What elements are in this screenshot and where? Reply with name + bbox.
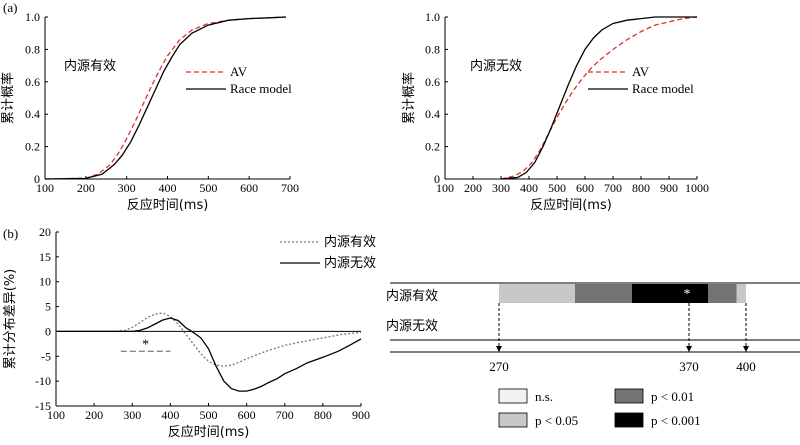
legend-label-0: AV bbox=[632, 64, 650, 79]
x-tick-label: 100 bbox=[36, 181, 54, 195]
y-tick-label: 15 bbox=[39, 250, 51, 264]
series-line-0 bbox=[500, 16, 698, 180]
panel-label-b: (b) bbox=[3, 226, 18, 241]
legend-label-3: p < 0.001 bbox=[651, 413, 701, 428]
marker-label-2: 400 bbox=[736, 359, 756, 374]
y-axis-title: 累计分布差异(%) bbox=[3, 269, 18, 370]
legend-label-0: AV bbox=[230, 64, 248, 79]
legend-label-1: Race model bbox=[230, 81, 292, 96]
x-tick-label: 300 bbox=[492, 181, 510, 195]
x-tick-label: 400 bbox=[161, 408, 179, 422]
series-line-1 bbox=[56, 317, 362, 392]
y-tick-label: -5 bbox=[41, 349, 51, 363]
marker-label-0: 270 bbox=[489, 359, 509, 374]
x-tick-label: 200 bbox=[464, 181, 482, 195]
y-tick-label: 1.0 bbox=[425, 10, 440, 24]
legend-label-2: p < 0.05 bbox=[535, 413, 578, 428]
x-tick-label: 900 bbox=[660, 181, 678, 195]
legend-label-0: 内源有效 bbox=[324, 234, 376, 250]
chart-c-distribution-difference: 100 200 300 400 500 600 700 800 900 -15 -10 -5 0 5 10 1… bbox=[3, 225, 376, 440]
y-tick-label: 0.4 bbox=[25, 107, 40, 121]
significance-segment-1 bbox=[575, 284, 632, 303]
legend-box-0 bbox=[498, 388, 528, 404]
series-line-0 bbox=[56, 312, 362, 367]
y-tick-label: 0 bbox=[434, 172, 440, 186]
marker-arrow-1 bbox=[686, 346, 692, 352]
x-tick-label: 600 bbox=[240, 181, 258, 195]
x-tick-label: 100 bbox=[436, 181, 454, 195]
y-axis-title: 累计概率 bbox=[401, 72, 417, 124]
x-tick-label: 200 bbox=[77, 181, 95, 195]
legend-box-2 bbox=[498, 412, 528, 428]
legend-box-1 bbox=[614, 388, 644, 404]
x-tick-label: 700 bbox=[276, 408, 294, 422]
x-tick-label: 900 bbox=[352, 408, 370, 422]
x-tick-label: 600 bbox=[576, 181, 594, 195]
x-tick-label: 200 bbox=[85, 408, 103, 422]
y-tick-label: 0.2 bbox=[425, 140, 440, 154]
x-tick-label: 400 bbox=[520, 181, 538, 195]
marker-label-1: 370 bbox=[679, 359, 699, 374]
chart-title: 内源无效 bbox=[470, 58, 522, 74]
legend-label-1: Race model bbox=[632, 81, 694, 96]
series-line-0 bbox=[44, 16, 286, 180]
y-tick-label: 0.8 bbox=[25, 42, 40, 56]
x-tick-label: 300 bbox=[118, 181, 136, 195]
y-tick-label: 0.6 bbox=[25, 75, 40, 89]
x-tick-label: 700 bbox=[604, 181, 622, 195]
series-line-1 bbox=[500, 16, 697, 180]
chart-b-intrinsic-invalid: 100 200 300 400 500 600 700 800 900 1000 0 0.2 0.4 0.… bbox=[401, 10, 709, 213]
significance-star: * bbox=[142, 337, 149, 352]
x-tick-label: 700 bbox=[281, 181, 299, 195]
y-tick-label: 0.2 bbox=[25, 140, 40, 154]
x-tick-label: 400 bbox=[159, 181, 177, 195]
x-axis-title: 反应时间(ms) bbox=[127, 197, 209, 213]
x-axis-title: 反应时间(ms) bbox=[530, 197, 612, 213]
significance-star: * bbox=[684, 287, 691, 302]
marker-arrow-2 bbox=[743, 346, 749, 352]
significance-segment-3 bbox=[708, 284, 737, 303]
significance-segment-0 bbox=[499, 284, 575, 303]
y-tick-label: -15 bbox=[35, 399, 51, 413]
y-tick-label: 0.6 bbox=[425, 75, 440, 89]
x-tick-label: 600 bbox=[238, 408, 256, 422]
y-tick-label: 0 bbox=[34, 172, 40, 186]
chart-title: 内源有效 bbox=[64, 58, 116, 74]
y-tick-label: -10 bbox=[35, 374, 51, 388]
legend-label-1: p < 0.01 bbox=[651, 389, 694, 404]
y-tick-label: 20 bbox=[39, 225, 51, 239]
x-tick-label: 500 bbox=[199, 181, 217, 195]
significance-segment-4 bbox=[736, 284, 746, 303]
chart-a-intrinsic-valid: 100 200 300 400 500 600 700 0 0.2 0.4 0.6 0.8 1.0 反应时… bbox=[0, 10, 299, 213]
x-axis-title: 反应时间(ms) bbox=[168, 424, 250, 440]
row-label-1: 内源无效 bbox=[386, 318, 438, 334]
marker-arrow-0 bbox=[496, 346, 502, 352]
y-tick-label: 0 bbox=[45, 324, 51, 338]
y-tick-label: 10 bbox=[39, 275, 51, 289]
series-line-1 bbox=[44, 16, 286, 180]
y-tick-label: 1.0 bbox=[25, 10, 40, 24]
x-tick-label: 300 bbox=[123, 408, 141, 422]
y-tick-label: 5 bbox=[45, 300, 51, 314]
legend-label-1: 内源无效 bbox=[324, 255, 376, 271]
y-axis-title: 累计概率 bbox=[0, 72, 16, 124]
x-tick-label: 100 bbox=[47, 408, 65, 422]
x-tick-label: 500 bbox=[200, 408, 218, 422]
y-tick-label: 0.8 bbox=[425, 42, 440, 56]
significance-segment-2 bbox=[632, 284, 708, 303]
x-tick-label: 500 bbox=[548, 181, 566, 195]
panel-label-a: (a) bbox=[3, 0, 17, 15]
legend-box-3 bbox=[614, 412, 644, 428]
legend-label-0: n.s. bbox=[535, 389, 553, 404]
row-label-0: 内源有效 bbox=[386, 288, 438, 304]
x-tick-label: 800 bbox=[314, 408, 332, 422]
x-tick-label: 1000 bbox=[685, 181, 709, 195]
x-tick-label: 800 bbox=[632, 181, 650, 195]
y-tick-label: 0.4 bbox=[425, 107, 440, 121]
